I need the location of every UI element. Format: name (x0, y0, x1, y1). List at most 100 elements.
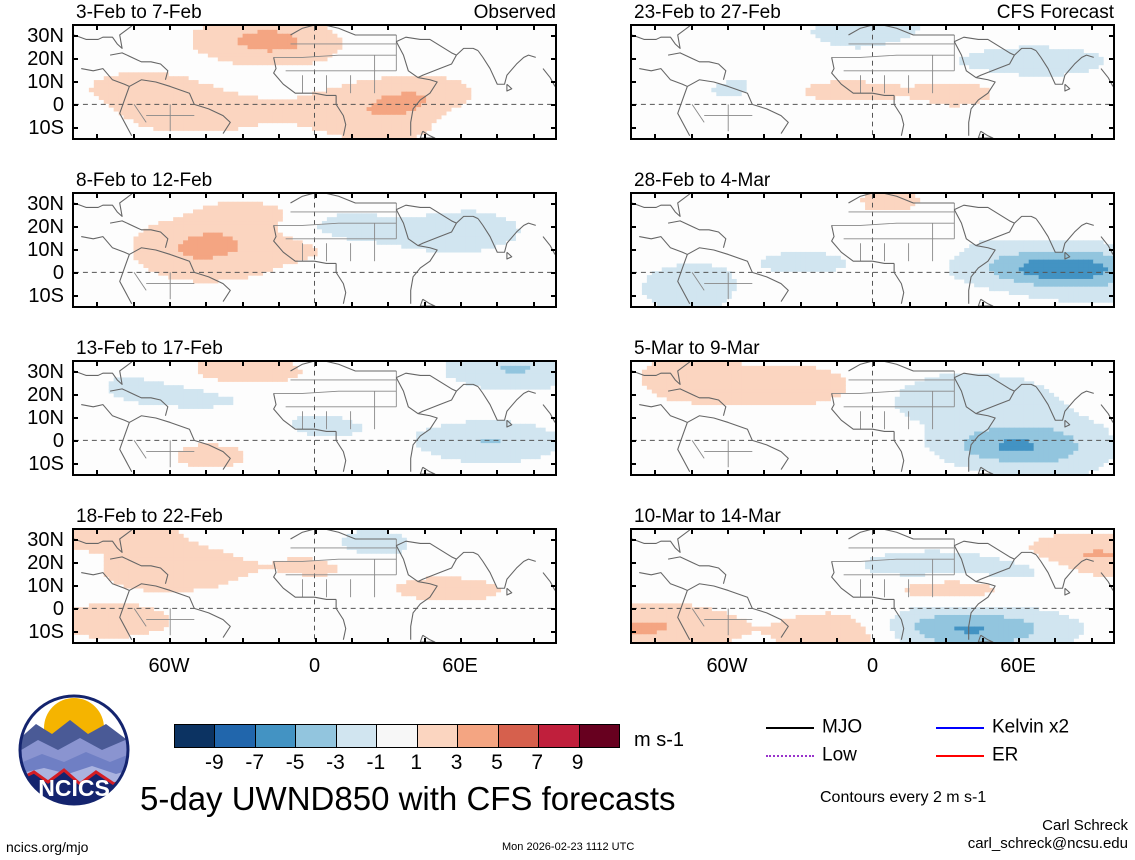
axis-tick (96, 134, 99, 140)
axis-tick (763, 134, 766, 140)
axis-tick (1054, 470, 1057, 476)
axis-tick (799, 302, 802, 308)
axis-tick (872, 470, 875, 476)
panel-title: 8-Feb to 12-Feb (76, 170, 213, 191)
axis-tick (314, 638, 317, 644)
x-axis-tick-label: 60E (442, 655, 478, 677)
map-panel[interactable] (72, 528, 557, 644)
axis-tick (241, 134, 244, 140)
axis-tick (1018, 638, 1020, 644)
axis-tick (532, 192, 535, 198)
axis-tick (278, 24, 281, 30)
axis-tick (1109, 34, 1115, 37)
axis-tick (630, 57, 636, 60)
axis-tick (763, 192, 766, 198)
axis-tick (460, 302, 462, 308)
axis-tick (551, 538, 557, 541)
axis-tick (1090, 134, 1093, 140)
axis-tick (1018, 302, 1020, 308)
axis-tick (630, 538, 636, 541)
axis-tick (72, 104, 78, 107)
axis-tick (423, 24, 426, 30)
axis-tick (763, 24, 766, 30)
axis-tick (1109, 393, 1115, 396)
map-panel[interactable] (630, 192, 1115, 308)
axis-tick (205, 470, 208, 476)
axis-tick (727, 24, 729, 30)
axis-tick (132, 638, 135, 644)
y-axis-tick-label: 10N (27, 239, 64, 261)
map-panel[interactable] (72, 360, 557, 476)
axis-tick (387, 134, 390, 140)
axis-tick (799, 638, 802, 644)
axis-tick (423, 134, 426, 140)
x-axis-tick-label: 60W (706, 655, 748, 677)
axis-tick (387, 360, 390, 366)
axis-tick (350, 360, 353, 366)
axis-tick (96, 528, 99, 534)
render-timestamp: Mon 2026-02-23 1112 UTC (502, 841, 635, 853)
panel-title: 13-Feb to 17-Feb (76, 338, 223, 359)
axis-tick (690, 192, 693, 198)
axis-tick (763, 528, 766, 534)
map-panel[interactable] (630, 528, 1115, 644)
panel-title: 5-Mar to 9-Mar (634, 338, 760, 359)
colorbar-tick-label: 9 (571, 751, 584, 774)
axis-tick (132, 134, 135, 140)
colorbar-tick-label: 7 (531, 751, 544, 774)
axis-tick (630, 202, 636, 205)
axis-tick (654, 302, 657, 308)
axis-tick (72, 631, 78, 634)
panel-title: 3-Feb to 7-Feb (76, 2, 202, 23)
axis-tick (241, 360, 244, 366)
legend-line-kelvin-x2 (936, 727, 984, 729)
ncics-logo: NCICS (18, 694, 130, 806)
y-axis-labels: 30N 20N 10N 0 10S (0, 24, 64, 140)
map-panel[interactable] (630, 24, 1115, 140)
axis-tick (532, 302, 535, 308)
axis-tick (350, 24, 353, 30)
axis-tick (96, 192, 99, 198)
colorbar-unit-label: m s-1 (634, 729, 684, 751)
axis-tick (763, 638, 766, 644)
legend-label: Kelvin x2 (992, 716, 1070, 738)
legend-line-er (936, 755, 984, 757)
axis-tick (763, 302, 766, 308)
y-axis-labels: 30N 20N 10N 0 10S (0, 192, 64, 308)
axis-tick (654, 638, 657, 644)
map-panel[interactable] (72, 24, 557, 140)
axis-tick (836, 528, 839, 534)
y-axis-labels: 30N 20N 10N 0 10S (0, 528, 64, 644)
axis-tick (350, 528, 353, 534)
axis-tick (241, 528, 244, 534)
axis-tick (551, 440, 557, 443)
axis-tick (314, 192, 317, 198)
axis-tick (460, 192, 462, 198)
axis-tick (1090, 470, 1093, 476)
axis-tick (551, 608, 557, 611)
y-axis-tick-label: 30N (27, 24, 64, 47)
axis-tick (1109, 631, 1115, 634)
map-panel[interactable] (630, 360, 1115, 476)
axis-tick (945, 470, 948, 476)
y-axis-tick-label: 20N (27, 551, 64, 574)
panel-title: 23-Feb to 27-Feb (634, 2, 781, 23)
axis-tick (460, 134, 462, 140)
axis-tick (169, 528, 171, 534)
axis-tick (551, 81, 557, 83)
axis-tick (551, 585, 557, 587)
axis-tick (654, 192, 657, 198)
colorbar-swatch (539, 725, 580, 747)
axis-tick (1054, 134, 1057, 140)
axis-tick (205, 192, 208, 198)
axis-tick (630, 440, 636, 443)
axis-tick (72, 440, 78, 443)
axis-tick (1109, 104, 1115, 107)
map-panel[interactable] (72, 192, 557, 308)
axis-tick (654, 470, 657, 476)
axis-tick (278, 638, 281, 644)
axis-tick (532, 638, 535, 644)
axis-tick (72, 249, 78, 251)
contours-note: Contours every 2 m s-1 (820, 789, 987, 806)
axis-tick (630, 585, 636, 587)
